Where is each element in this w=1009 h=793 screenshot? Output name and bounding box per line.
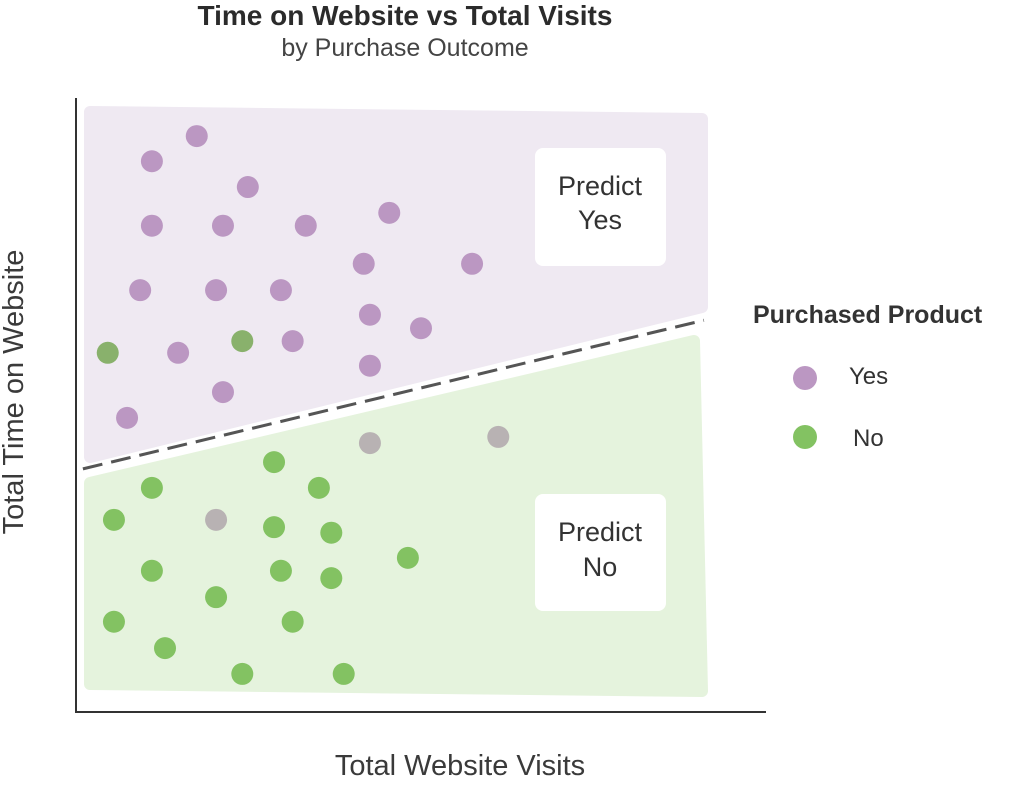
data-point-no [96,341,119,364]
region-label-predict-no: Predict No [535,494,666,611]
legend-title: Purchased Product [753,301,983,329]
data-point-yes [211,381,234,404]
data-point-no [263,451,286,474]
data-point-no [320,567,343,590]
data-point-no [307,476,330,499]
data-point-yes [358,354,381,377]
data-point-no [281,610,304,633]
legend-marker-no [793,425,817,449]
data-point-yes [281,330,304,353]
x-axis-label: Total Website Visits [335,750,585,782]
data-point-no [332,662,355,685]
data-point-yes [461,252,484,275]
data-point-yes [352,252,375,275]
data-point-yes [211,214,234,237]
data-point-no [205,586,228,609]
region-label-predict-yes: Predict Yes [535,148,666,266]
region-label-line: Yes [578,205,622,235]
legend: Purchased Product Yes No [753,301,983,452]
region-label-line: No [583,552,618,582]
data-point-no [231,330,254,353]
data-point-yes [185,125,208,148]
decision-boundary [82,318,705,471]
data-point-no [320,521,343,544]
data-point-yes [487,425,510,448]
region-label-box [535,148,666,266]
data-point-yes [294,214,317,237]
region-label-box [535,494,666,611]
legend-label-yes: Yes [849,363,888,390]
data-point-no [269,559,292,582]
data-point-no [396,546,419,569]
data-point-yes [167,341,190,364]
region-label-line: Predict [558,171,643,201]
plot-area: Predict Yes Predict No [82,106,708,697]
data-point-yes [269,279,292,302]
data-point-yes [129,279,152,302]
data-point-no [231,662,254,685]
data-point-yes [236,176,259,199]
data-point-no [102,610,125,633]
data-point-no [154,637,177,660]
data-points [96,125,510,685]
y-axis-label: Total Time on Website [0,250,30,535]
decision-boundary-line [82,318,705,471]
data-point-yes [205,508,228,531]
data-point-yes [140,214,163,237]
data-point-no [102,508,125,531]
data-point-yes [116,406,139,429]
data-point-yes [378,201,401,224]
data-point-yes [410,317,432,340]
data-point-yes [140,150,163,173]
chart-title: Time on Website vs Total Visits [198,0,613,31]
data-point-no [263,516,286,539]
data-point-yes [205,279,228,302]
region-label-line: Predict [558,517,643,547]
data-point-no [140,559,163,582]
data-point-no [140,476,163,499]
legend-marker-yes [793,366,817,390]
legend-label-no: No [853,425,884,452]
chart-subtitle: by Purchase Outcome [281,34,528,62]
data-point-yes [358,432,381,455]
data-point-yes [358,303,381,326]
